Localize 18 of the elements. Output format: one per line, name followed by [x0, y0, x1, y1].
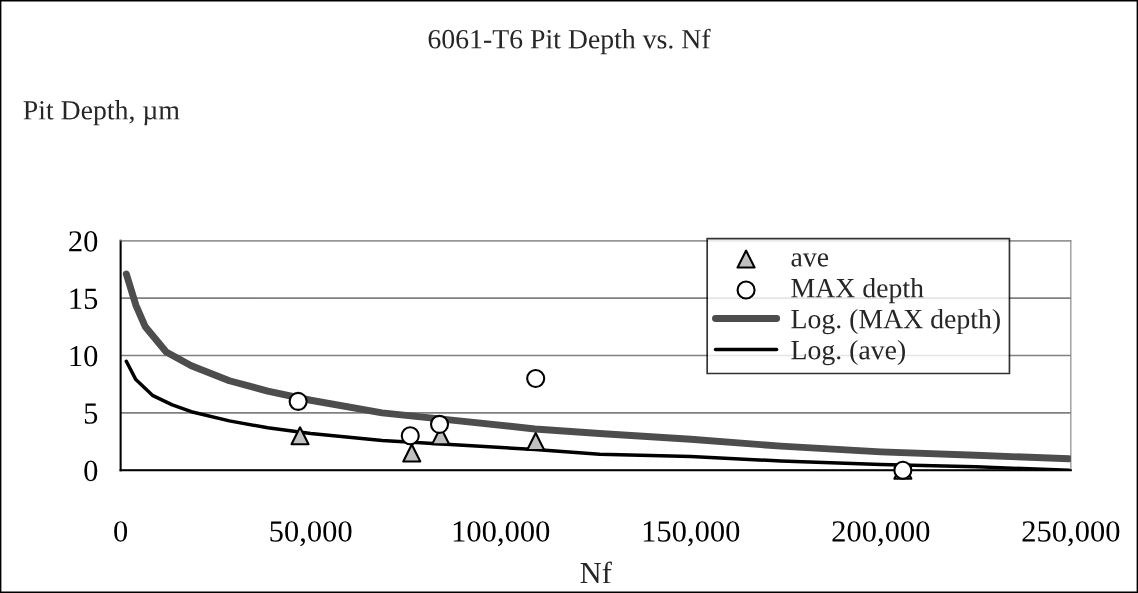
y-tick-label: 20: [69, 231, 98, 252]
x-tick-label: 200,000: [832, 521, 930, 547]
x-tick-label: 0: [114, 521, 128, 542]
x-tick-label: 250,000: [1022, 521, 1120, 547]
x-axis-title: Nf: [580, 561, 612, 584]
x-tick-label: 50,000: [270, 521, 352, 547]
x-tick-label: 100,000: [453, 521, 550, 547]
legend-label: Log. (MAX depth): [791, 308, 1000, 335]
y-tick-label: 15: [70, 288, 98, 310]
legend-label: Log. (ave): [791, 339, 905, 366]
y-tick-label: 0: [84, 460, 98, 482]
x-tick-label: 150,000: [643, 521, 740, 547]
legend-label: MAX depth: [791, 278, 924, 304]
y-axis-title: Pit Depth, µm: [23, 100, 180, 126]
legend-label: ave: [791, 253, 829, 267]
y-tick-label: 5: [84, 403, 98, 424]
chart-title: 6061-T6 Pit Depth vs. Nf: [428, 28, 711, 55]
y-tick-label: 10: [70, 345, 98, 367]
